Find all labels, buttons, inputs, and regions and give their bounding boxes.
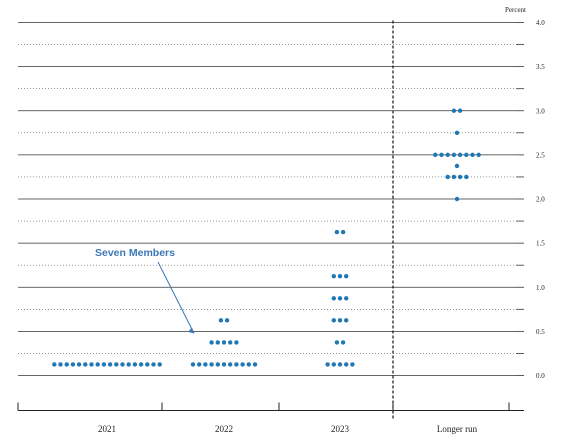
dot-point — [454, 163, 460, 169]
dot-point — [52, 362, 57, 367]
axes — [17, 20, 524, 419]
dot-point — [337, 362, 343, 367]
dot-point — [337, 274, 343, 279]
y-tick-label: 2.0 — [536, 196, 545, 204]
annotation-arrowhead — [188, 327, 194, 334]
x-category-label: 2021 — [98, 424, 116, 434]
dot-point — [221, 340, 227, 345]
dot-point — [126, 362, 131, 367]
y-tick-label: 4.0 — [536, 19, 545, 27]
dot-point — [138, 362, 144, 367]
dot-point — [451, 174, 457, 180]
dot-point — [107, 362, 113, 367]
y-tick-label: 3.0 — [536, 107, 545, 115]
y-tick-label: 1.5 — [536, 240, 545, 248]
y-tick-label: 0.0 — [536, 372, 545, 380]
x-category-label: Longer run — [437, 424, 478, 434]
dot-point — [350, 362, 355, 367]
gridlines — [18, 22, 516, 376]
dot-point — [58, 362, 63, 367]
dot-point — [240, 362, 245, 367]
dot-point — [64, 362, 69, 367]
dot-point — [337, 296, 343, 301]
dot-point — [157, 362, 162, 367]
annotation: Seven Members — [95, 247, 195, 334]
dot-point — [344, 296, 349, 301]
dot-point — [476, 152, 481, 158]
dot-point — [246, 362, 251, 367]
dot-point — [340, 229, 346, 235]
x-category-label: 2023 — [331, 424, 350, 434]
dot-point — [89, 362, 94, 367]
dot-point — [209, 340, 214, 345]
y-tick-label: 3.5 — [536, 63, 545, 71]
dot-point — [252, 362, 258, 367]
dot-point — [454, 196, 460, 202]
dot-point — [344, 318, 349, 323]
dot-point — [203, 362, 208, 367]
labels: Percent 0.0 0.5 1.0 1.5 2.0 2.5 3.0 3.5 4.0 2021 2… — [98, 6, 545, 434]
dot-point — [445, 174, 450, 180]
dot-point — [334, 229, 340, 235]
dot-point — [464, 152, 469, 158]
dot-point — [76, 362, 82, 367]
dot-point — [457, 152, 463, 158]
dot-point — [340, 340, 346, 345]
unit-label: Percent — [505, 6, 526, 14]
dot-point — [331, 318, 336, 323]
dot-point — [190, 362, 196, 367]
dot-point — [234, 340, 239, 345]
dot-point — [224, 318, 230, 323]
dot-point — [215, 362, 220, 367]
dot-point — [433, 152, 438, 158]
dot-point — [145, 362, 150, 367]
dot-point — [439, 152, 444, 158]
dot-point — [209, 362, 214, 367]
dot-point — [215, 340, 220, 345]
dot-point — [234, 362, 239, 367]
dot-point — [454, 130, 460, 136]
annotation-arrow — [157, 261, 195, 334]
dot-point — [132, 362, 138, 367]
dot-point — [218, 318, 224, 323]
dot-point — [344, 274, 349, 279]
dot-point — [197, 362, 202, 367]
y-tick-label: 2.5 — [536, 151, 545, 159]
dot-point — [344, 362, 349, 367]
dot-point — [445, 152, 450, 158]
dot-point — [228, 362, 233, 367]
dot-point — [331, 362, 336, 367]
data-dots — [52, 108, 481, 367]
dot-point — [451, 152, 457, 158]
dot-point — [221, 362, 227, 367]
dot-point — [331, 296, 336, 301]
dot-point — [331, 274, 336, 279]
y-tick-label: 0.5 — [536, 328, 545, 336]
dot-point — [120, 362, 125, 367]
x-category-label: 2022 — [215, 424, 233, 434]
y-tick-label: 1.0 — [536, 284, 545, 292]
annotation-text: Seven Members — [95, 247, 175, 259]
dot-point — [325, 362, 330, 367]
dot-point — [114, 362, 119, 367]
dot-point — [470, 152, 475, 158]
dot-point — [151, 362, 156, 367]
dot-point — [101, 362, 107, 367]
dot-point — [457, 108, 463, 113]
dot-point — [95, 362, 100, 367]
dot-point — [337, 318, 343, 323]
dot-point — [83, 362, 88, 367]
dot-point — [464, 174, 469, 180]
dot-point — [70, 362, 76, 367]
dot-point — [334, 340, 340, 345]
dot-point — [457, 174, 463, 180]
dot-point — [451, 108, 457, 113]
dot-point — [228, 340, 233, 345]
